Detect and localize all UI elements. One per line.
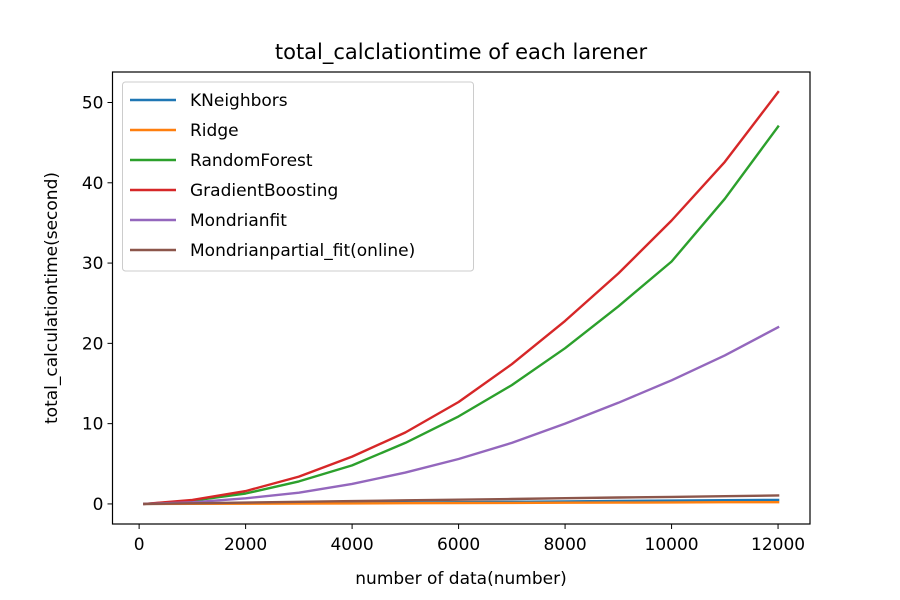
x-tick-label-3: 6000 (437, 535, 480, 555)
y-tick-label-0: 0 (93, 495, 104, 515)
y-tick-label-1: 10 (82, 415, 104, 435)
y-tick-label-5: 50 (82, 94, 104, 114)
series-line-2 (143, 124, 780, 506)
x-tick-label-6: 12000 (751, 535, 805, 555)
x-axis: 0 2000 4000 6000 8000 10000 12000 (134, 524, 805, 555)
legend: KNeighbors Ridge RandomForest GradientBoost… (122, 81, 474, 272)
plot-frame (111, 71, 811, 525)
x-tick-label-0: 0 (134, 535, 145, 555)
y-tick-label-3: 30 (82, 254, 104, 274)
y-tick-label-4: 40 (82, 174, 104, 194)
x-tick-label-1: 2000 (224, 535, 267, 555)
legend-label-0: KNeighbors (190, 91, 288, 111)
x-axis-label: number of data(number) (355, 569, 566, 589)
legend-label-5: Mondrianpartial_fit(online) (190, 241, 415, 261)
y-tick-label-2: 20 (82, 334, 104, 354)
chart-title: total_calclationtime of each larener (275, 40, 648, 65)
legend-box (122, 81, 474, 272)
series-line-3 (143, 90, 780, 506)
y-axis: 0 10 20 30 40 50 (82, 94, 113, 515)
series-line-5 (143, 494, 780, 506)
x-tick-label-5: 10000 (645, 535, 699, 555)
x-tick-label-2: 4000 (330, 535, 373, 555)
legend-label-2: RandomForest (190, 151, 313, 171)
legend-label-3: GradientBoosting (190, 181, 338, 201)
series-layer (143, 90, 780, 506)
legend-label-1: Ridge (190, 121, 239, 141)
x-tick-label-4: 8000 (543, 535, 586, 555)
legend-label-4: Mondrianfit (190, 211, 287, 231)
y-axis-label: total_calculationtime(second) (42, 172, 62, 424)
series-line-4 (143, 325, 780, 506)
